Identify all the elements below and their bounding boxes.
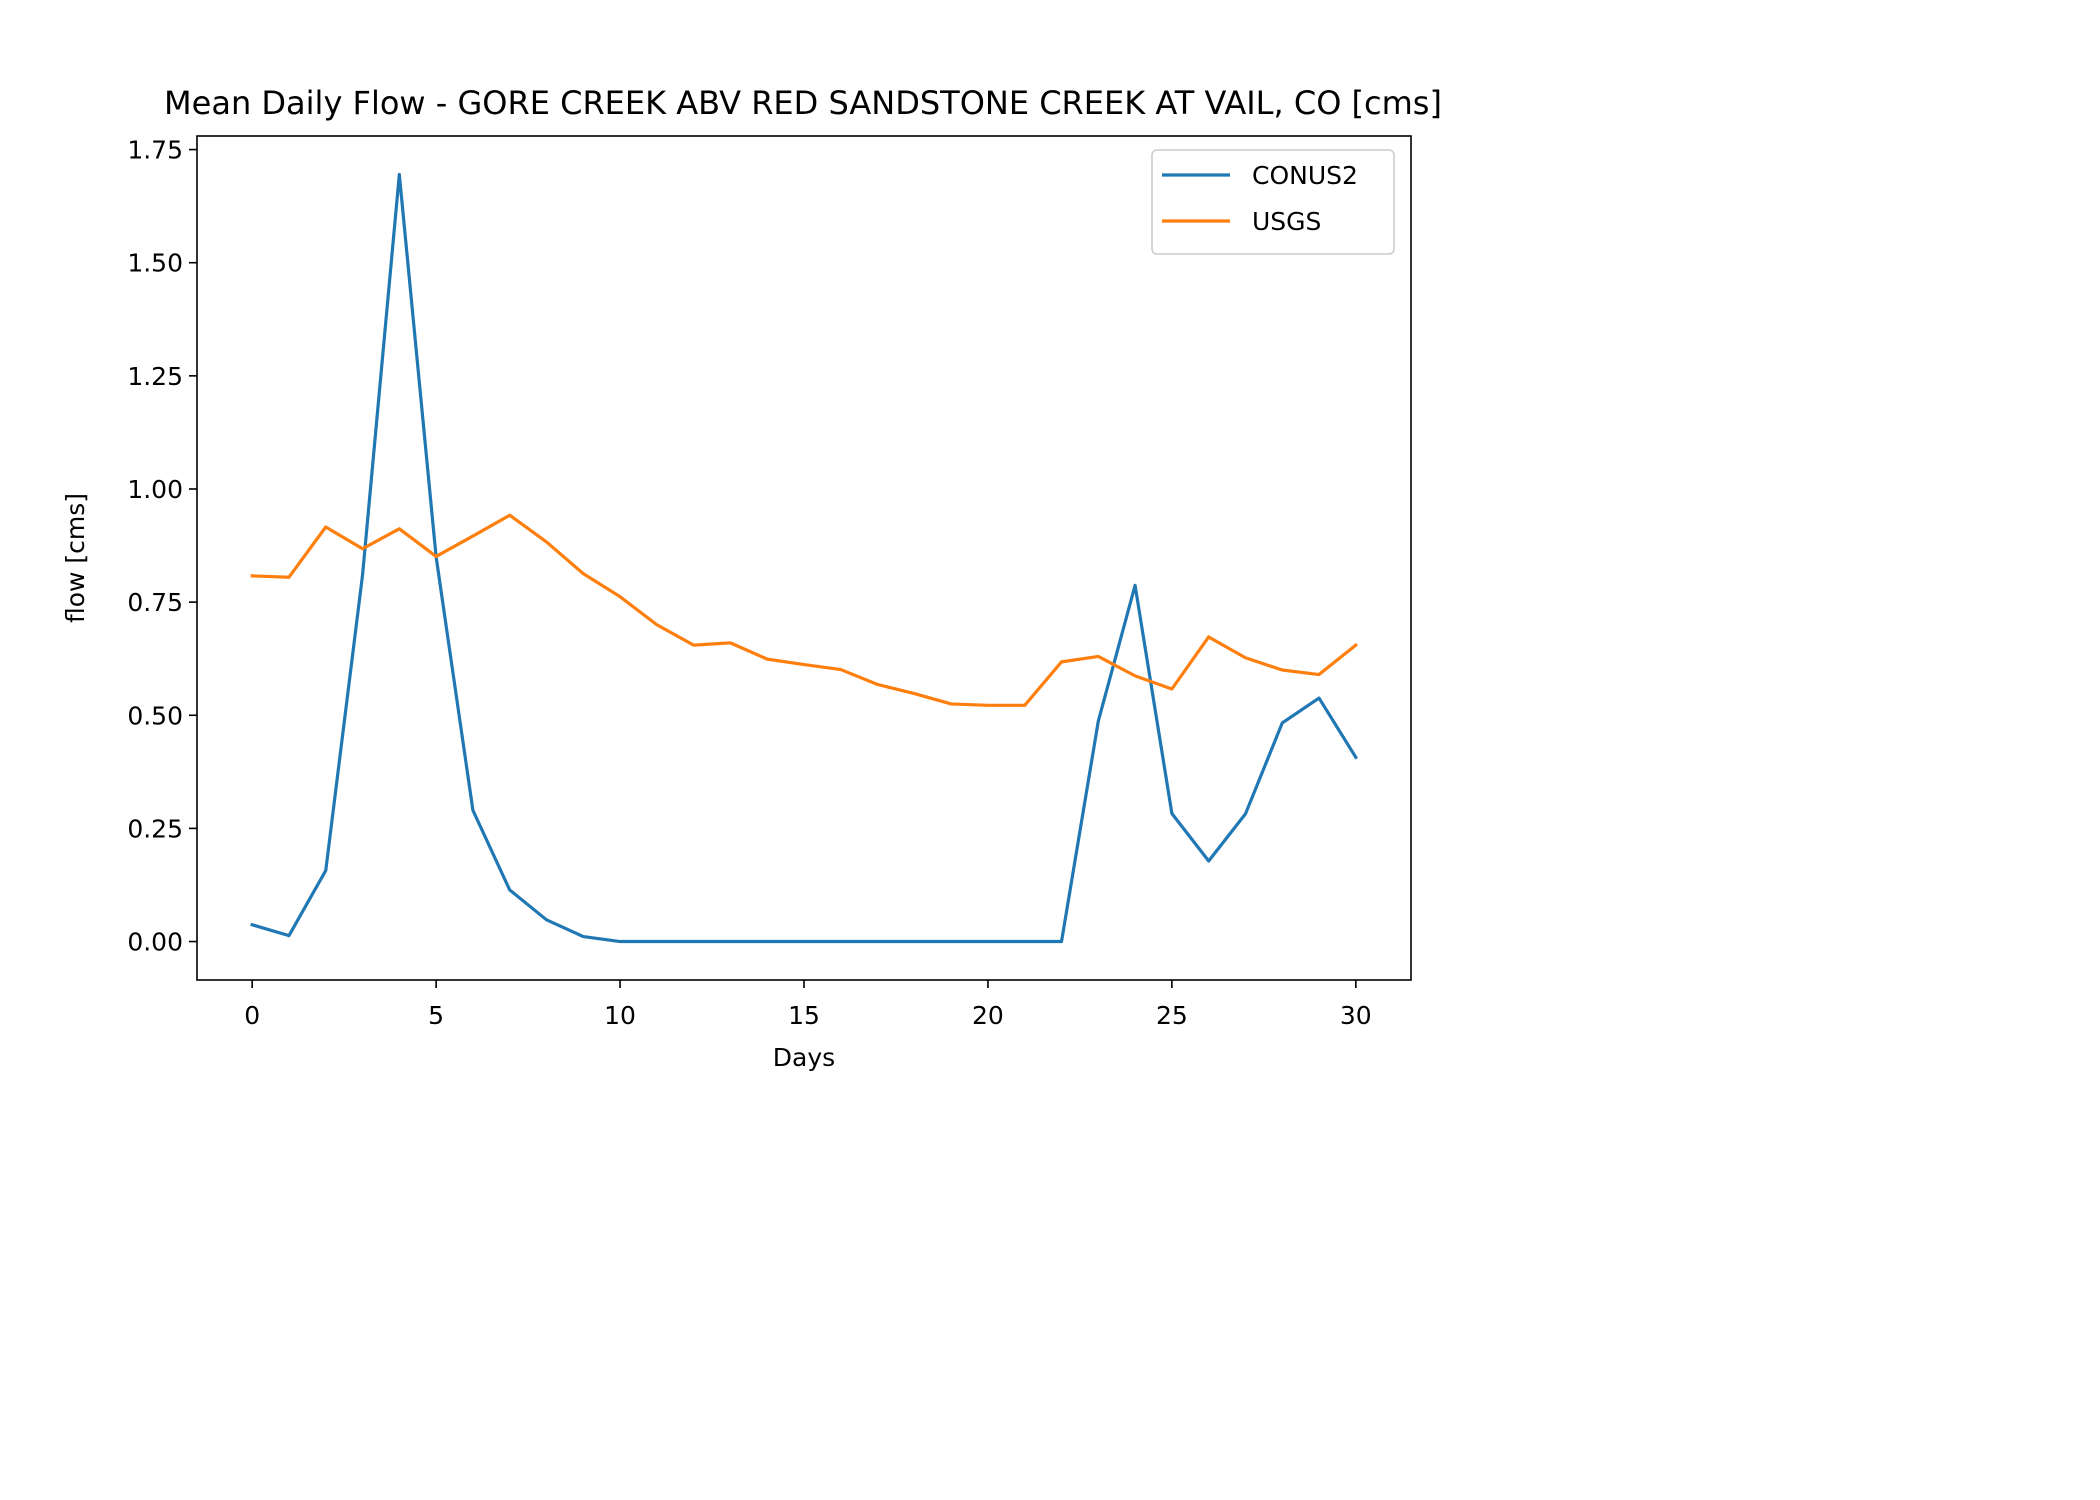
y-tick-label: 1.50 [127, 249, 183, 278]
y-tick-label: 0.00 [127, 928, 183, 957]
x-tick-label: 5 [428, 1001, 444, 1030]
legend-label-conus2: CONUS2 [1252, 161, 1358, 190]
chart-title: Mean Daily Flow - GORE CREEK ABV RED SAN… [164, 84, 1442, 122]
series-line-usgs [250, 513, 1359, 707]
x-tick-label: 0 [244, 1001, 260, 1030]
x-axis-label: Days [773, 1043, 835, 1072]
y-tick-label: 0.50 [127, 701, 183, 730]
y-tick-label: 0.25 [127, 814, 183, 843]
plot-area [250, 172, 1359, 944]
y-tick-label: 1.75 [127, 136, 183, 165]
x-tick-label: 10 [604, 1001, 636, 1030]
x-tick-label: 30 [1340, 1001, 1372, 1030]
y-tick-label: 1.00 [127, 475, 183, 504]
y-tick-label: 1.25 [127, 362, 183, 391]
legend-label-usgs: USGS [1252, 207, 1321, 236]
x-tick-label: 25 [1156, 1001, 1188, 1030]
axis-ticks: 0 5 10 15 20 25 30 0.00 0.25 0.50 0.75 1.00 1.25 1.50… [127, 136, 1371, 1030]
line-chart: Mean Daily Flow - GORE CREEK ABV RED SAN… [61, 84, 1442, 1072]
chart: Mean Daily Flow - GORE CREEK ABV RED SAN… [61, 84, 1442, 1072]
x-tick-label: 15 [788, 1001, 820, 1030]
x-tick-label: 20 [972, 1001, 1004, 1030]
y-axis-label: flow [cms] [61, 493, 90, 623]
y-tick-label: 0.75 [127, 588, 183, 617]
legend: CONUS2 USGS [1151, 149, 1395, 255]
